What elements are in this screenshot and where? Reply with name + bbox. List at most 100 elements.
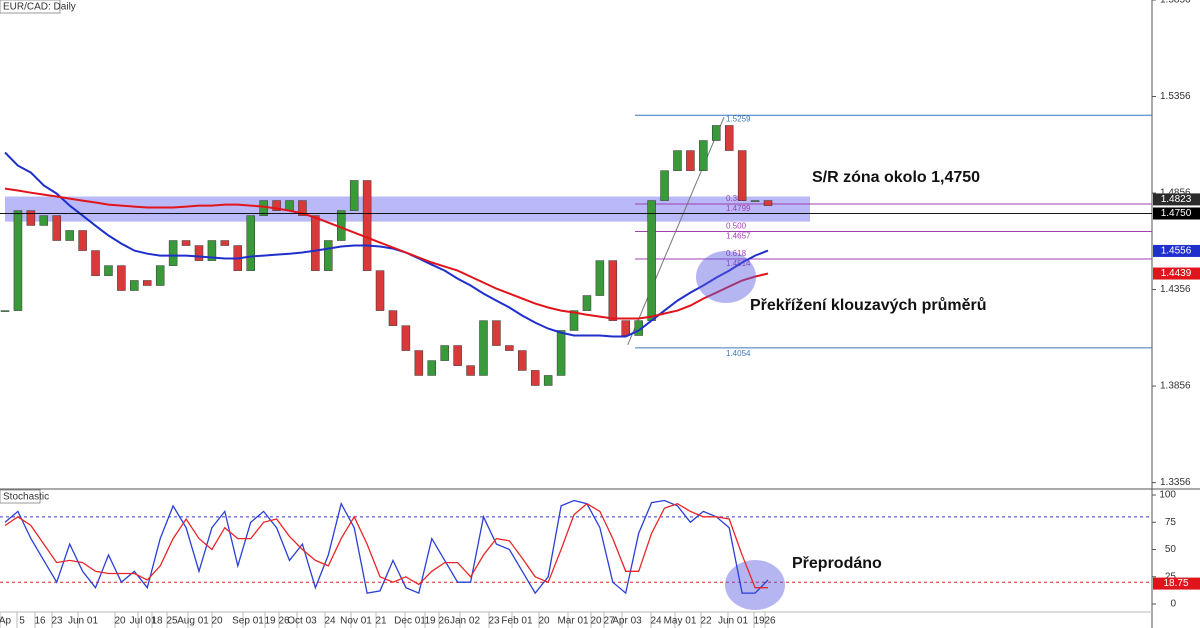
fib-low-label: 1.4054	[726, 349, 751, 358]
candle	[143, 280, 152, 286]
x-tick-label: 18	[151, 616, 163, 627]
price-label: 1.4823	[1161, 194, 1192, 205]
x-tick-label: Jan 02	[450, 616, 480, 627]
candle	[324, 240, 333, 271]
stochastic-panel: 0 25 50 75 100 18.75	[0, 490, 1200, 610]
price-label: 1.4439	[1161, 268, 1192, 279]
moving-average	[4, 151, 769, 338]
x-tick-label: Nov 01	[340, 616, 372, 627]
x-tick-label: Aug 01	[177, 616, 209, 627]
candle	[414, 350, 424, 376]
candle	[556, 330, 566, 376]
candle	[660, 170, 669, 201]
candle	[13, 210, 23, 311]
candle	[543, 375, 553, 386]
candle	[375, 270, 385, 311]
x-tick-label: Sep 01	[232, 616, 264, 627]
x-tick-label: 23	[51, 616, 63, 627]
y-tick-label: 75	[1165, 517, 1177, 528]
x-tick-label: 24	[324, 616, 336, 627]
candle	[207, 240, 217, 261]
x-tick-label: Dec 01	[394, 616, 426, 627]
x-tick-label: Oct 03	[287, 616, 317, 627]
candle	[0, 310, 10, 312]
y-tick-label: 1.5356	[1160, 91, 1191, 102]
candle	[220, 240, 230, 246]
candle	[621, 320, 630, 336]
fib-price-label: 1.4799	[726, 204, 751, 213]
stochastic-line	[4, 502, 768, 589]
x-tick-label: 19	[753, 616, 765, 627]
candle	[686, 150, 695, 171]
candle	[52, 215, 61, 241]
candle	[427, 360, 437, 376]
current-value-label: 18.75	[1163, 578, 1188, 589]
candle	[272, 200, 281, 211]
y-tick-label: 25	[1165, 571, 1177, 582]
x-tick-label: Jun 01	[718, 616, 748, 627]
x-tick-label: 19	[264, 616, 276, 627]
x-tick-label: Jul 01	[130, 616, 157, 627]
candle	[608, 260, 618, 321]
y-tick-label: 100	[1159, 490, 1176, 501]
price-label: 1.4556	[1161, 246, 1192, 257]
x-tick-label: 26	[438, 616, 450, 627]
x-tick-label: Apr 03	[612, 616, 642, 627]
highlight-ellipse	[725, 560, 785, 610]
moving-average	[4, 187, 769, 320]
candle	[388, 310, 398, 326]
x-tick-label: Jun 01	[68, 616, 98, 627]
candle	[505, 345, 514, 351]
sr-annotation: S/R zóna okolo 1,4750	[812, 169, 980, 186]
x-tick-label: 20	[211, 616, 223, 627]
candle	[194, 245, 204, 261]
candle	[440, 345, 449, 361]
y-tick-label: 1.3356	[1160, 477, 1191, 488]
title-box	[0, 0, 61, 14]
candle	[492, 320, 501, 346]
candle	[712, 125, 721, 141]
candle	[673, 150, 682, 171]
candle	[117, 265, 126, 291]
x-tick-label: Feb 01	[501, 616, 533, 627]
candle	[168, 240, 178, 266]
candle	[479, 320, 488, 376]
y-tick-label: 1.5856	[1160, 0, 1191, 6]
candle	[750, 200, 760, 202]
y-tick-label: 0	[1170, 599, 1176, 610]
candle	[311, 215, 320, 271]
y-tick-label: 50	[1165, 544, 1177, 555]
fib-high-label: 1.5259	[726, 114, 751, 123]
x-tick-label: 21	[375, 616, 387, 627]
y-tick-label: 1.4356	[1160, 284, 1191, 295]
fib-ratio-label: 0.618	[726, 249, 747, 258]
x-tick-label: 16	[34, 616, 46, 627]
candle	[130, 280, 139, 291]
x-tick-label: 19	[424, 616, 436, 627]
ma-cross-annotation: Překřížení klouzavých průměrů	[750, 297, 987, 314]
x-tick-label: 27	[603, 616, 615, 627]
candle	[181, 240, 191, 246]
price-label-box	[1153, 267, 1200, 280]
fib-price-label: 1.4657	[726, 232, 751, 241]
candle	[78, 230, 87, 251]
candle	[285, 200, 294, 211]
candle	[401, 325, 411, 351]
x-tick-label: 25	[166, 616, 178, 627]
y-tick-label: 1.4856	[1160, 188, 1191, 199]
candle	[595, 260, 605, 296]
fib-ratio-label: 0.382	[726, 194, 747, 203]
x-tick-label: 5	[19, 616, 25, 627]
candle	[737, 150, 747, 201]
candle	[349, 180, 359, 211]
price-label: 1.4750	[1161, 208, 1192, 219]
highlight-ellipse	[696, 251, 756, 303]
oversold-annotation: Přeprodáno	[792, 555, 882, 572]
price-label-box	[1153, 207, 1200, 220]
stoch-title-box	[0, 489, 41, 504]
candle	[453, 345, 462, 366]
x-tick-label: 24	[650, 616, 662, 627]
candle	[724, 125, 734, 151]
